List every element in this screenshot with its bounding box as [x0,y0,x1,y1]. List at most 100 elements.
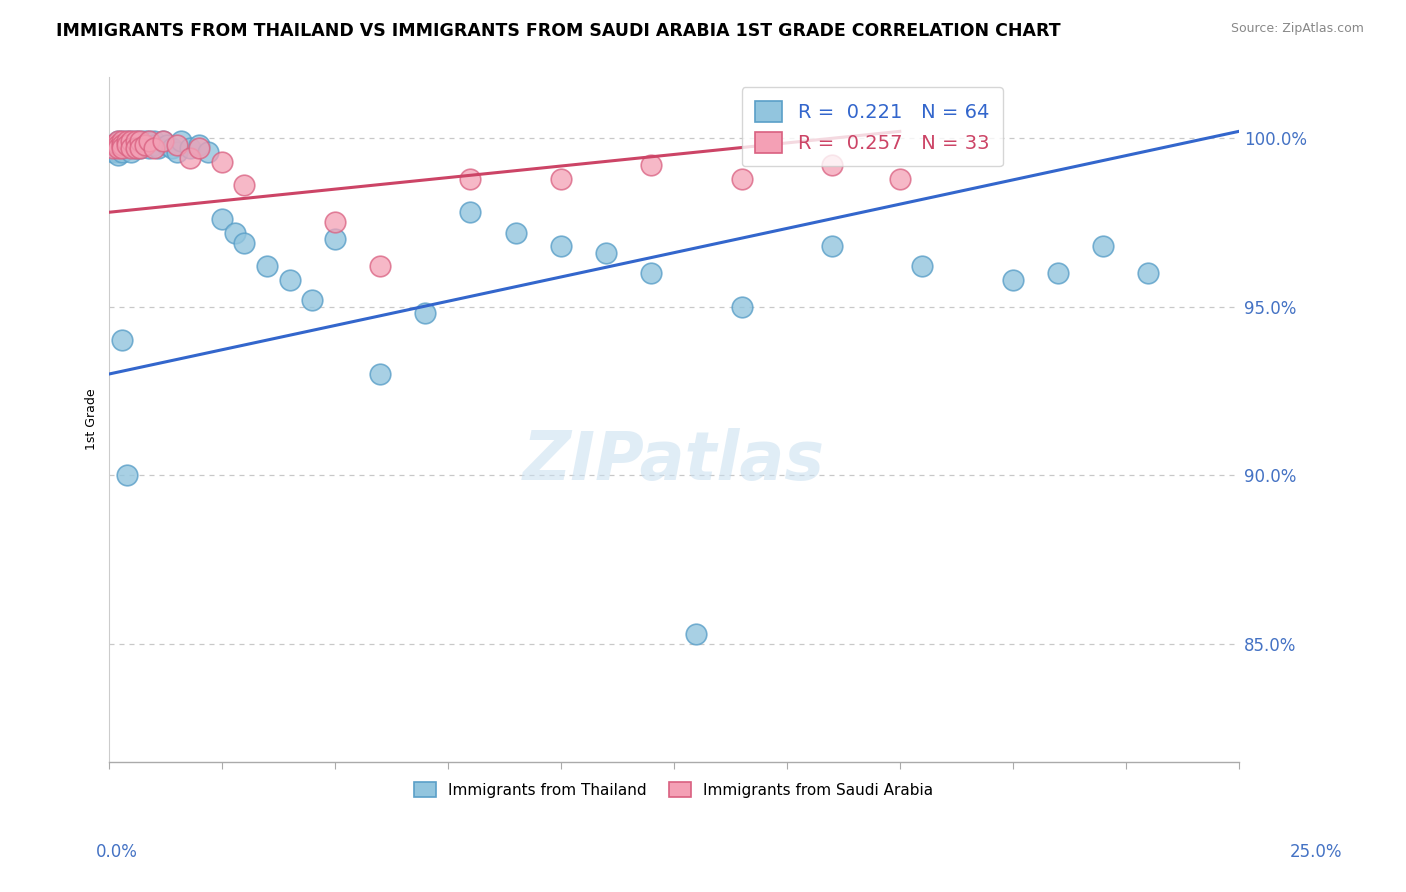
Point [550,239,572,253]
Point [323,232,346,246]
Point [129,137,152,152]
Point [111,141,134,155]
Point [889,171,911,186]
Point [107,141,129,155]
Point [103,141,125,155]
Point [125,135,148,149]
Point [111,137,134,152]
Point [107,135,129,149]
Point [368,367,391,381]
Point [120,141,142,155]
Text: 25.0%: 25.0% [1291,843,1343,861]
Point [1001,273,1024,287]
Point [138,141,160,155]
Point [460,171,482,186]
Point [107,137,129,152]
Text: IMMIGRANTS FROM THAILAND VS IMMIGRANTS FROM SAUDI ARABIA 1ST GRADE CORRELATION C: IMMIGRANTS FROM THAILAND VS IMMIGRANTS F… [56,22,1062,40]
Point [640,158,662,172]
Point [103,137,125,152]
Point [120,135,142,149]
Point [821,158,844,172]
Point [120,141,142,155]
Point [134,135,156,149]
Point [368,259,391,273]
Point [188,137,211,152]
Point [111,135,134,149]
Point [129,141,152,155]
Point [125,141,148,155]
Point [134,137,156,152]
Point [170,135,193,149]
Point [152,135,174,149]
Point [125,137,148,152]
Point [107,148,129,162]
Point [148,141,170,155]
Point [160,141,183,155]
Point [413,306,436,320]
Point [179,152,201,166]
Point [115,135,138,149]
Point [107,141,129,155]
Legend: Immigrants from Thailand, Immigrants from Saudi Arabia: Immigrants from Thailand, Immigrants fro… [406,774,941,805]
Point [103,141,125,155]
Point [323,215,346,229]
Point [211,154,233,169]
Point [188,141,211,155]
Point [821,239,844,253]
Point [256,259,278,273]
Point [115,137,138,152]
Point [138,135,160,149]
Point [115,135,138,149]
Point [111,137,134,152]
Point [115,141,138,155]
Point [107,137,129,152]
Point [595,245,617,260]
Point [166,145,188,159]
Point [1137,266,1160,280]
Point [301,293,323,307]
Text: ZIPatlas: ZIPatlas [523,427,825,493]
Text: 0.0%: 0.0% [96,843,138,861]
Point [1092,239,1115,253]
Point [111,334,134,348]
Point [1046,266,1069,280]
Point [129,135,152,149]
Point [166,137,188,152]
Point [142,141,165,155]
Point [134,137,156,152]
Point [911,259,934,273]
Point [156,137,179,152]
Point [730,171,752,186]
Point [278,273,301,287]
Point [115,468,138,483]
Y-axis label: 1st Grade: 1st Grade [86,389,98,450]
Point [107,145,129,159]
Point [211,212,233,227]
Point [730,300,752,314]
Text: Source: ZipAtlas.com: Source: ZipAtlas.com [1230,22,1364,36]
Point [111,141,134,155]
Point [120,137,142,152]
Point [111,135,134,149]
Point [129,135,152,149]
Point [103,145,125,159]
Point [115,137,138,152]
Point [233,178,256,193]
Point [125,141,148,155]
Point [129,141,152,155]
Point [224,226,246,240]
Point [640,266,662,280]
Point [138,135,160,149]
Point [233,235,256,250]
Point [685,626,707,640]
Point [460,205,482,219]
Point [103,137,125,152]
Point [152,135,174,149]
Point [550,171,572,186]
Point [107,135,129,149]
Point [120,145,142,159]
Point [120,135,142,149]
Point [505,226,527,240]
Point [142,135,165,149]
Point [142,137,165,152]
